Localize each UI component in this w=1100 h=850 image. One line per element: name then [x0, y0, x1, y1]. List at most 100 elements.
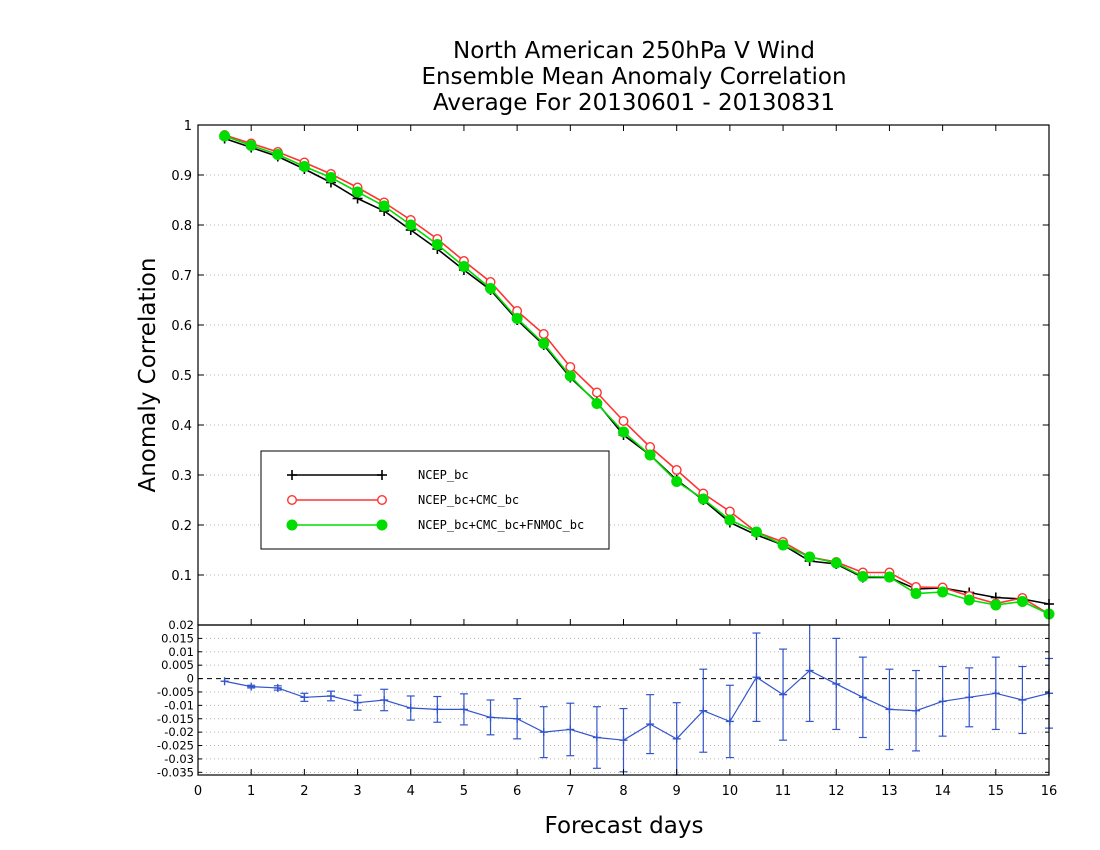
- data-point: [805, 666, 814, 675]
- axis-ticks: 0.10.20.30.40.50.60.70.80.910.020.0150.0…: [157, 119, 1057, 799]
- x-axis-title: Forecast days: [545, 813, 704, 839]
- data-point: [1016, 596, 1028, 607]
- data-point: [433, 705, 442, 714]
- data-point: [245, 140, 257, 151]
- data-point: [725, 717, 734, 726]
- data-point: [272, 149, 284, 160]
- legend-label: NCEP_bc: [418, 468, 469, 482]
- legend-marker: [377, 495, 388, 506]
- legend-marker: [376, 519, 388, 531]
- data-point: [779, 690, 788, 699]
- legend-marker: [377, 470, 387, 480]
- y-tick-label: 0: [187, 672, 194, 686]
- x-tick-label: 9: [673, 784, 681, 799]
- x-tick-label: 7: [566, 784, 574, 799]
- data-point: [699, 706, 708, 715]
- data-point: [858, 693, 867, 702]
- y-tick-label: -0.005: [157, 685, 194, 699]
- data-point: [592, 733, 601, 742]
- y-tick-label: 0.6: [171, 319, 192, 334]
- data-point: [564, 370, 576, 382]
- y-tick-label: 0.4: [171, 419, 192, 434]
- data-point: [378, 200, 390, 212]
- y-tick-label: 0.3: [171, 469, 192, 484]
- y-tick-label: -0.02: [164, 725, 194, 739]
- data-point: [511, 313, 523, 324]
- data-point: [938, 697, 947, 706]
- legend-marker: [287, 470, 297, 480]
- data-point: [538, 329, 549, 340]
- data-point: [247, 682, 256, 691]
- x-tick-label: 13: [881, 784, 898, 799]
- y-tick-label: 0.01: [168, 645, 194, 659]
- data-point: [671, 476, 683, 487]
- x-tick-label: 2: [300, 784, 308, 799]
- data-point: [485, 283, 497, 294]
- x-tick-label: 14: [934, 784, 951, 799]
- data-point: [752, 673, 761, 682]
- data-point: [298, 161, 310, 172]
- y-tick-label: 0.1: [171, 569, 192, 584]
- x-tick-label: 12: [828, 784, 845, 799]
- data-point: [538, 338, 550, 349]
- x-tick-label: 1: [247, 784, 255, 799]
- top-plot-frame: [197, 124, 1050, 626]
- y-tick-label: 0.015: [161, 631, 194, 645]
- data-point: [220, 677, 229, 686]
- legend-marker: [286, 519, 298, 531]
- x-tick-label: 8: [619, 784, 627, 799]
- x-tick-label: 11: [775, 784, 792, 799]
- data-point: [219, 130, 231, 142]
- legend-marker: [287, 495, 298, 506]
- y-tick-label: 0.02: [168, 618, 194, 632]
- data-point: [300, 693, 309, 702]
- data-point: [1018, 696, 1027, 704]
- y-tick-label: 1: [184, 119, 192, 134]
- x-tick-label: 0: [194, 784, 202, 799]
- data-point: [352, 186, 364, 198]
- y-tick-label: 0.005: [161, 658, 194, 672]
- data-point: [750, 526, 762, 538]
- data-point: [990, 599, 1002, 611]
- y-tick-label: -0.035: [157, 765, 194, 779]
- y-tick-label: -0.01: [164, 698, 194, 712]
- data-point: [777, 539, 789, 551]
- data-point: [565, 362, 576, 373]
- x-tick-label: 5: [460, 784, 468, 799]
- data-point: [406, 704, 415, 713]
- y-tick-label: 0.2: [171, 519, 192, 534]
- x-tick-label: 16: [1041, 784, 1058, 799]
- data-point: [885, 705, 894, 714]
- x-tick-label: 4: [407, 784, 415, 799]
- data-point: [591, 387, 602, 398]
- x-tick-label: 15: [988, 784, 1005, 799]
- data-point: [830, 557, 842, 569]
- data-point: [724, 514, 736, 526]
- data-point: [619, 736, 628, 745]
- data-point: [965, 693, 974, 702]
- x-tick-label: 6: [513, 784, 521, 799]
- data-point: [991, 689, 1000, 698]
- y-tick-label: -0.015: [157, 712, 194, 726]
- legend-label: NCEP_bc+CMC_bc+FNMOC_bc: [418, 518, 584, 532]
- data-point: [832, 679, 841, 688]
- data-point: [513, 714, 522, 723]
- data-point: [963, 594, 975, 606]
- y-tick-label: 0.8: [171, 219, 192, 234]
- bottom-panel-grid: [198, 637, 1049, 773]
- data-point: [353, 698, 362, 707]
- y-tick-label: -0.03: [164, 752, 194, 766]
- data-point: [671, 465, 682, 476]
- chart-title-line: North American 250hPa V Wind: [453, 38, 815, 64]
- data-point: [618, 426, 629, 438]
- data-point: [539, 728, 548, 737]
- chart-title-line: Average For 20130601 - 20130831: [433, 90, 835, 116]
- legend-label: NCEP_bc+CMC_bc: [418, 493, 519, 507]
- data-point: [405, 219, 417, 231]
- data-point: [380, 696, 389, 704]
- y-tick-label: -0.025: [157, 739, 194, 753]
- data-point: [459, 705, 468, 714]
- y-tick-label: 0.5: [171, 369, 192, 384]
- y-axis-title: Anomaly Correlation: [135, 257, 161, 492]
